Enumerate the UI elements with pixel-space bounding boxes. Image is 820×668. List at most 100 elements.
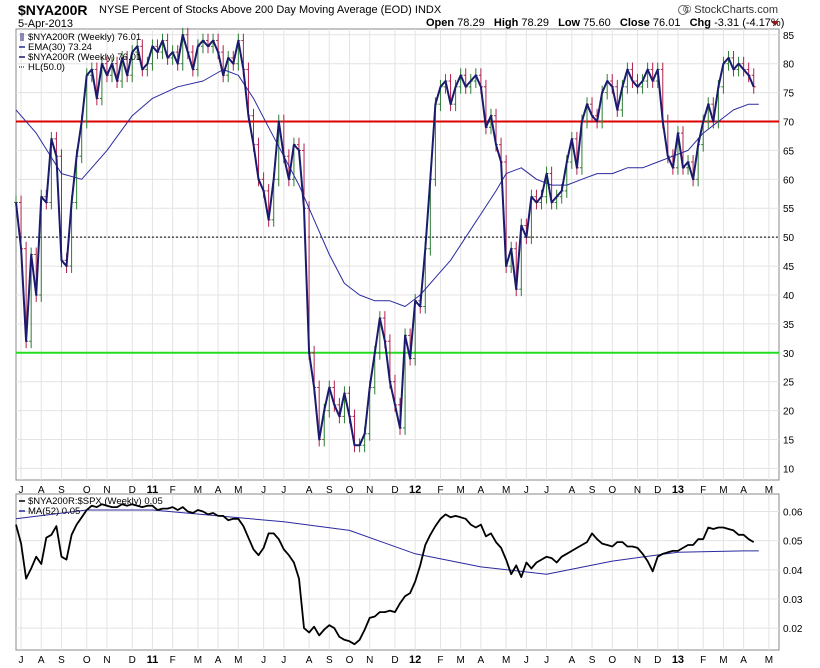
x-tick-label: A	[568, 655, 575, 666]
x-tick-label: A	[740, 485, 747, 496]
x-tick-label: A	[215, 485, 222, 496]
chg-label: Chg	[689, 17, 711, 29]
x-tick-label: D	[391, 655, 398, 666]
x-tick-label: M	[194, 655, 202, 666]
brand-link[interactable]: © StockCharts.com	[683, 4, 778, 16]
x-tick-label: D	[654, 485, 661, 496]
x-tick-label: M	[719, 485, 727, 496]
price-y-tick-label: 20	[783, 407, 795, 418]
ratio-legend-entry: $NYA200R:$SPX (Weekly) 0.05	[28, 496, 163, 507]
price-legend-entry: $NYA200R (Weekly) 76.01	[28, 32, 141, 43]
ma52-line	[15, 509, 759, 575]
x-tick-label: J	[544, 655, 549, 666]
ema30-line	[15, 69, 759, 307]
x-tick-label: F	[437, 655, 443, 666]
x-tick-label: J	[261, 655, 266, 666]
x-tick-label: F	[700, 655, 706, 666]
x-tick-label: S	[589, 485, 596, 496]
ratio-line	[15, 503, 755, 646]
x-tick-label: N	[634, 485, 641, 496]
down-arrow-icon	[771, 21, 779, 26]
x-tick-label: N	[366, 655, 373, 666]
x-tick-label: A	[38, 655, 45, 666]
x-tick-label: J	[19, 485, 24, 496]
chart-date: 5-Apr-2013	[18, 18, 74, 30]
price-y-tick-label: 55	[783, 204, 795, 215]
price-y-tick-label: 70	[783, 118, 795, 129]
x-tick-label: N	[103, 485, 110, 496]
x-tick-label: 11	[147, 484, 159, 496]
x-tick-label: 12	[409, 484, 421, 496]
open-value: 78.29	[457, 17, 485, 29]
x-tick-label: M	[765, 655, 773, 666]
price-y-tick-label: 30	[783, 349, 795, 360]
price-y-tick-label: 75	[783, 89, 795, 100]
x-tick-label: F	[170, 655, 176, 666]
x-tick-label: D	[391, 485, 398, 496]
x-tick-label: A	[306, 485, 313, 496]
x-tick-label: O	[83, 485, 91, 496]
price-y-tick-label: 35	[783, 320, 795, 331]
symbol-title: $NYA200R	[18, 2, 88, 18]
price-y-tick-label: 50	[783, 233, 795, 244]
x-tick-label: A	[306, 655, 313, 666]
x-tick-label: N	[634, 655, 641, 666]
x-tick-label: A	[215, 655, 222, 666]
x-tick-label: D	[129, 485, 136, 496]
ratio-y-tick-label: 0.02	[783, 624, 803, 635]
x-tick-label: J	[281, 485, 286, 496]
x-tick-label: M	[234, 655, 242, 666]
price-legend-entry: $NYA200R (Weekly) 76.01	[28, 52, 141, 63]
open-label: Open	[426, 17, 455, 29]
x-tick-label: J	[281, 655, 286, 666]
x-tick-label: A	[38, 485, 45, 496]
ratio-y-tick-label: 0.06	[783, 507, 803, 518]
x-tick-label: J	[261, 485, 266, 496]
x-tick-label: J	[524, 655, 529, 666]
x-tick-label: J	[524, 485, 529, 496]
ratio-panel-frame	[15, 493, 780, 651]
x-tick-label: 11	[147, 654, 159, 666]
x-tick-label: N	[366, 485, 373, 496]
price-y-tick-label: 65	[783, 146, 795, 157]
x-tick-label: M	[765, 485, 773, 496]
symbol-description: NYSE Percent of Stocks Above 200 Day Mov…	[99, 4, 442, 16]
x-tick-label: 13	[672, 484, 684, 496]
x-tick-label: A	[568, 485, 575, 496]
x-tick-label: J	[19, 655, 24, 666]
price-y-tick-label: 10	[783, 464, 795, 475]
x-tick-label: F	[700, 485, 706, 496]
x-tick-label: M	[456, 655, 464, 666]
x-tick-label: F	[170, 485, 176, 496]
x-tick-label: M	[719, 655, 727, 666]
x-tick-label: D	[129, 655, 136, 666]
x-tick-label: O	[346, 655, 354, 666]
price-y-tick-label: 60	[783, 175, 795, 186]
ratio-legend-entry: MA(52) 0.05	[28, 506, 80, 517]
x-tick-label: A	[478, 655, 485, 666]
price-y-tick-label: 80	[783, 60, 795, 71]
price-panel-frame	[15, 28, 780, 481]
price-legend-entry: HL(50.0)	[28, 62, 65, 73]
price-y-tick-label: 45	[783, 262, 795, 273]
x-tick-label: S	[326, 655, 333, 666]
low-value: 75.60	[583, 17, 611, 29]
x-tick-label: A	[740, 655, 747, 666]
x-tick-label: A	[478, 485, 485, 496]
chg-value: -3.31 (-4.17%)	[714, 17, 785, 29]
x-tick-label: S	[589, 655, 596, 666]
x-tick-label: M	[502, 485, 510, 496]
ratio-y-tick-label: 0.04	[783, 566, 803, 577]
price-y-tick-label: 40	[783, 291, 795, 302]
high-label: High	[493, 17, 519, 29]
stockcharts-logo-icon	[678, 5, 688, 15]
x-tick-label: J	[544, 485, 549, 496]
x-tick-label: F	[437, 485, 443, 496]
x-tick-label: D	[654, 655, 661, 666]
low-label: Low	[558, 17, 581, 29]
x-tick-label: M	[456, 485, 464, 496]
x-tick-label: S	[58, 485, 65, 496]
close-label: Close	[619, 17, 650, 29]
